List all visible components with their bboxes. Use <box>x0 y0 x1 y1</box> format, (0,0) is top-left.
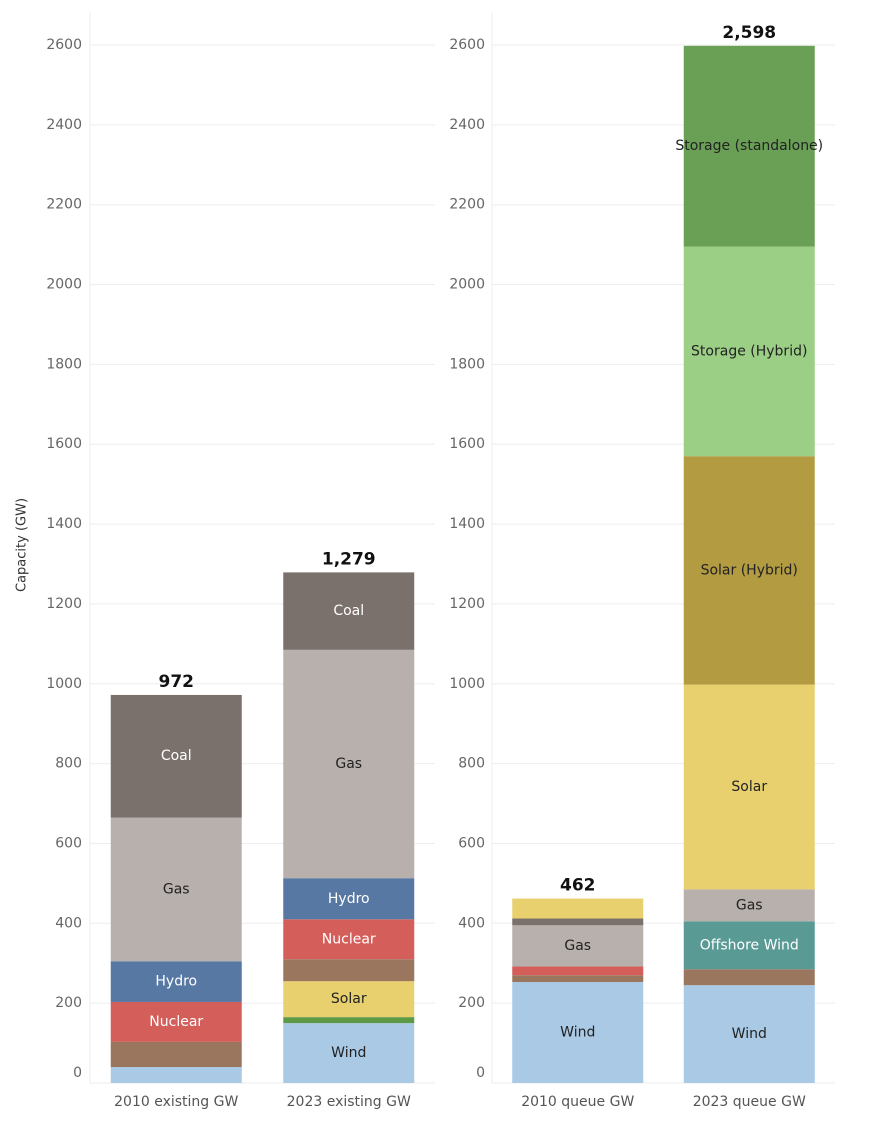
bar-segment <box>110 1041 242 1068</box>
bar-segment <box>512 975 644 982</box>
y-tick-label: 1600 <box>449 436 485 452</box>
y-tick-label: 400 <box>458 915 485 931</box>
segment-label: Coal <box>333 603 364 619</box>
y-tick-label: 1200 <box>449 596 485 612</box>
segment-label: Offshore Wind <box>700 937 799 953</box>
y-tick-label: 600 <box>55 835 82 851</box>
bar-segment <box>283 981 415 1018</box>
segment-label: Gas <box>335 756 362 772</box>
y-tick-label: 1800 <box>449 356 485 372</box>
segment-label: Solar <box>731 779 767 795</box>
y-tick-label: 1000 <box>449 676 485 692</box>
segment-label: Wind <box>331 1045 366 1061</box>
bar-segment <box>683 921 815 970</box>
total-label: 972 <box>159 672 195 692</box>
total-label: 462 <box>560 876 596 896</box>
bar-segment <box>110 961 242 1002</box>
y-tick-label: 400 <box>55 915 82 931</box>
segment-label: Gas <box>564 938 591 954</box>
bar-segment <box>683 889 815 922</box>
bar-segment <box>512 981 644 1083</box>
y-tick-label: 1000 <box>46 676 82 692</box>
bar-segment <box>110 1067 242 1083</box>
segment-label: Solar (Hybrid) <box>701 562 798 578</box>
x-tick-label: 2010 existing GW <box>114 1094 238 1110</box>
bar-segment <box>683 456 815 685</box>
y-tick-label: 0 <box>73 1065 82 1081</box>
bar-segment <box>683 246 815 457</box>
bar-segment <box>110 817 242 962</box>
bar-segment <box>683 45 815 247</box>
bar-segment <box>283 1017 415 1024</box>
y-tick-label: 2000 <box>449 277 485 293</box>
y-tick-label: 800 <box>458 756 485 772</box>
bar-segment <box>283 649 415 879</box>
y-tick-label: 0 <box>476 1065 485 1081</box>
segment-label: Solar <box>331 991 367 1007</box>
bar-segment <box>512 918 644 926</box>
y-tick-label: 600 <box>458 835 485 851</box>
bar-segment <box>512 898 644 919</box>
segment-label: Hydro <box>155 974 197 990</box>
bar-segment <box>683 985 815 1083</box>
bar-segment <box>512 966 644 976</box>
x-tick-label: 2010 queue GW <box>521 1094 634 1110</box>
total-label: 1,279 <box>322 549 376 569</box>
y-tick-label: 1400 <box>449 516 485 532</box>
segment-label: Storage (standalone) <box>675 138 823 154</box>
y-tick-label: 1600 <box>46 436 82 452</box>
y-tick-label: 2600 <box>449 37 485 53</box>
segment-label: Gas <box>736 897 763 913</box>
segment-label: Nuclear <box>149 1014 203 1030</box>
bar-segment <box>283 572 415 650</box>
y-axis-title: Capacity (GW) <box>15 498 30 592</box>
y-tick-label: 2400 <box>449 117 485 133</box>
bar-segment <box>110 694 242 818</box>
bar-segment <box>110 1001 242 1042</box>
y-tick-label: 1800 <box>46 356 82 372</box>
y-tick-label: 200 <box>458 995 485 1011</box>
y-tick-label: 2600 <box>46 37 82 53</box>
bar-segment <box>683 684 815 890</box>
segment-label: Wind <box>732 1026 767 1042</box>
bar-segment <box>512 925 644 967</box>
y-tick-label: 2400 <box>46 117 82 133</box>
y-tick-label: 1200 <box>46 596 82 612</box>
y-tick-label: 800 <box>55 756 82 772</box>
bar-segment <box>283 1023 415 1083</box>
segment-label: Gas <box>163 881 190 897</box>
x-tick-label: 2023 queue GW <box>693 1094 806 1110</box>
x-tick-label: 2023 existing GW <box>287 1094 411 1110</box>
segment-label: Hydro <box>328 891 370 907</box>
segment-label: Storage (Hybrid) <box>691 343 807 359</box>
bar-segment <box>683 969 815 986</box>
bar-segment <box>283 878 415 920</box>
bar-segment <box>283 919 415 960</box>
segment-label: Coal <box>161 748 192 764</box>
y-tick-label: 200 <box>55 995 82 1011</box>
y-tick-label: 2200 <box>449 197 485 213</box>
segment-label: Wind <box>560 1024 595 1040</box>
y-tick-label: 2000 <box>46 277 82 293</box>
y-tick-label: 2200 <box>46 197 82 213</box>
y-tick-label: 1400 <box>46 516 82 532</box>
bar-segment <box>283 959 415 982</box>
total-label: 2,598 <box>722 23 776 43</box>
segment-label: Nuclear <box>322 931 376 947</box>
